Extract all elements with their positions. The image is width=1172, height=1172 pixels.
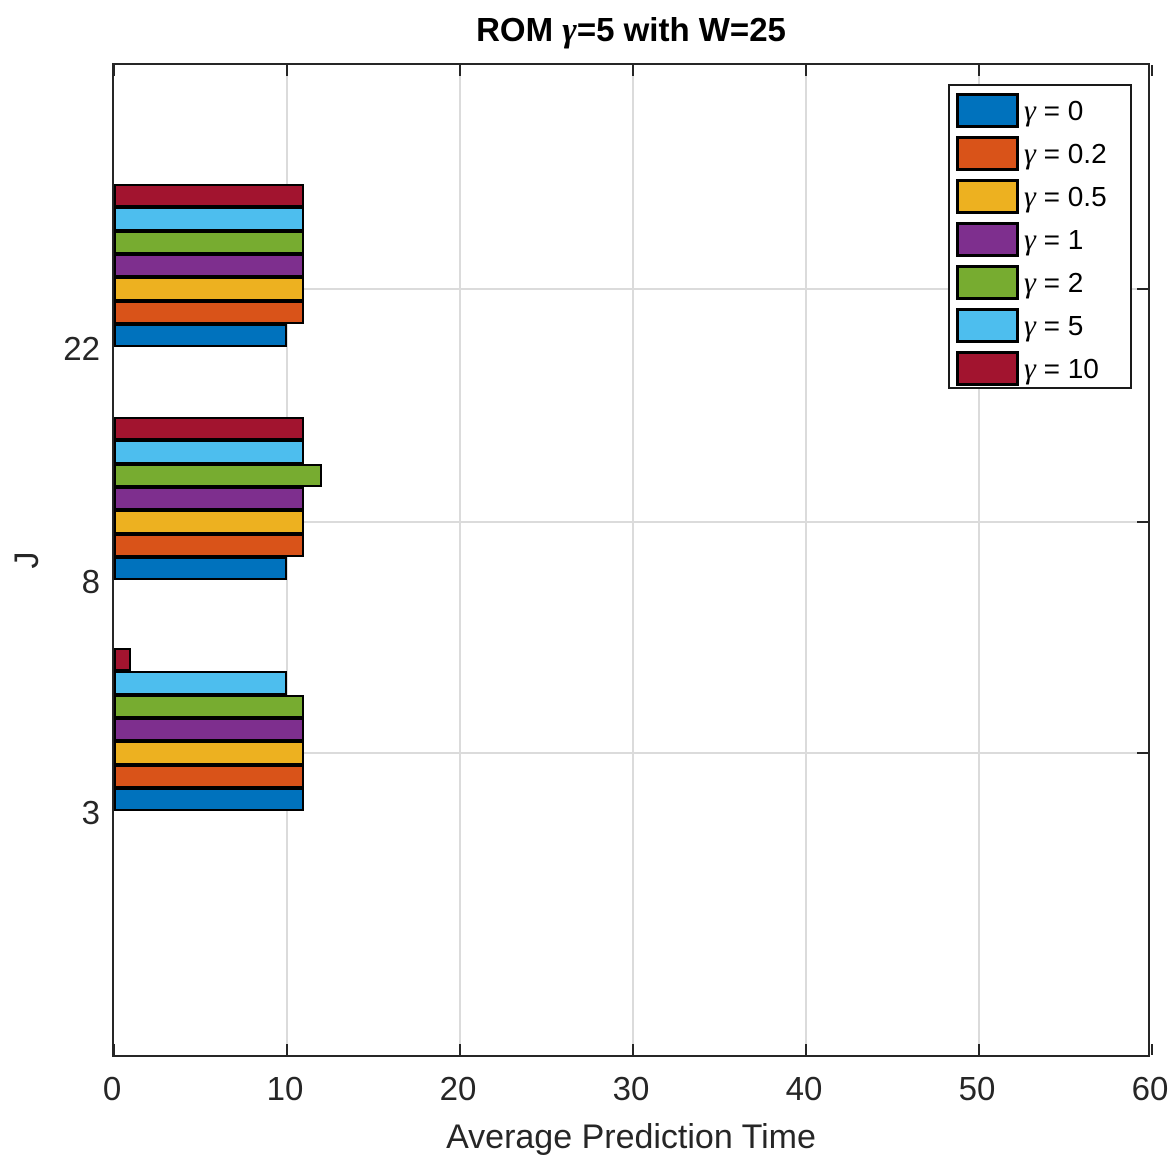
legend-label-text: = 2 — [1035, 266, 1084, 298]
gamma-symbol: γ — [1024, 93, 1036, 127]
legend-label-text: = 0 — [1035, 94, 1084, 126]
gamma-symbol: γ — [562, 10, 577, 49]
legend-item-0: γ = 0 — [950, 89, 1130, 132]
bar-γ=1-J3 — [114, 718, 305, 742]
legend-label: γ = 0 — [1024, 94, 1083, 128]
x-gridline — [805, 65, 807, 1055]
legend-swatch — [956, 136, 1019, 171]
x-tick-label: 10 — [266, 1070, 304, 1107]
y-gridline — [114, 752, 1148, 754]
bar-γ=0.5-J22 — [114, 277, 305, 301]
y-tick-label: 3 — [81, 794, 100, 831]
chart-title-text: =5 with W=25 — [576, 11, 786, 48]
x-gridline — [459, 65, 461, 1055]
bar-γ=0.2-J22 — [114, 300, 305, 324]
legend-label: γ = 5 — [1024, 309, 1083, 343]
legend-item-5: γ = 5 — [950, 304, 1130, 347]
legend-item-3: γ = 1 — [950, 218, 1130, 261]
chart-title-text: ROM — [476, 11, 563, 48]
legend-label-text: = 0.2 — [1035, 137, 1107, 169]
legend-label: γ = 0.2 — [1024, 137, 1107, 171]
legend-swatch — [956, 93, 1019, 128]
x-tick-mark — [804, 65, 808, 76]
legend-swatch — [956, 179, 1019, 214]
bar-γ=2-J3 — [114, 694, 305, 719]
x-tick-mark — [977, 65, 981, 76]
bar-γ=1-J8 — [114, 487, 305, 511]
legend-item-4: γ = 2 — [950, 261, 1130, 304]
x-tick-label: 20 — [439, 1070, 477, 1107]
bar-γ=10-J8 — [114, 417, 305, 441]
y-tick-label: 8 — [81, 563, 100, 600]
bar-γ=5-J22 — [114, 207, 305, 231]
bar-γ=5-J3 — [114, 671, 287, 695]
y-tick-mark — [1137, 751, 1148, 755]
bar-γ=0-J22 — [114, 323, 287, 348]
legend-swatch — [956, 222, 1019, 257]
x-tick-label: 40 — [785, 1070, 823, 1107]
bar-γ=0-J3 — [114, 787, 305, 812]
gamma-symbol: γ — [1024, 222, 1036, 256]
x-tick-mark — [977, 1044, 981, 1055]
bar-γ=1-J22 — [114, 254, 305, 278]
x-tick-mark — [458, 1044, 462, 1055]
bar-γ=0-J8 — [114, 556, 287, 581]
legend-label-text: = 10 — [1035, 352, 1099, 384]
bar-γ=0.2-J8 — [114, 533, 305, 557]
gamma-symbol: γ — [1024, 308, 1036, 342]
y-gridline — [114, 288, 1148, 290]
x-tick-label: 30 — [612, 1070, 650, 1107]
legend-label: γ = 10 — [1024, 352, 1099, 386]
x-gridline — [632, 65, 634, 1055]
chart-title: ROM γ=5 with W=25 — [112, 10, 1150, 50]
x-tick-mark — [285, 1044, 289, 1055]
x-tick-mark — [112, 65, 116, 76]
y-gridline — [114, 521, 1148, 523]
legend-label: γ = 0.5 — [1024, 180, 1107, 214]
bar-γ=2-J22 — [114, 230, 305, 255]
x-axis-label: Average Prediction Time — [446, 1118, 816, 1156]
bar-γ=0.2-J3 — [114, 764, 305, 788]
legend-item-1: γ = 0.2 — [950, 132, 1130, 175]
x-tick-mark — [1150, 65, 1154, 76]
bar-γ=0.5-J3 — [114, 741, 305, 765]
y-tick-mark — [1137, 520, 1148, 524]
x-tick-mark — [631, 1044, 635, 1055]
bar-γ=2-J8 — [114, 463, 322, 488]
legend-swatch — [956, 308, 1019, 343]
gamma-symbol: γ — [1024, 351, 1036, 385]
legend-label-text: = 1 — [1035, 223, 1084, 255]
legend-label-text: = 0.5 — [1035, 180, 1107, 212]
gamma-symbol: γ — [1024, 179, 1036, 213]
x-tick-mark — [458, 65, 462, 76]
legend-item-2: γ = 0.5 — [950, 175, 1130, 218]
bar-γ=10-J3 — [114, 648, 132, 672]
y-tick-label: 22 — [63, 330, 100, 367]
x-tick-mark — [112, 1044, 116, 1055]
y-tick-mark — [1137, 287, 1148, 291]
bar-γ=5-J8 — [114, 440, 305, 464]
gamma-symbol: γ — [1024, 136, 1036, 170]
legend-label: γ = 2 — [1024, 266, 1083, 300]
legend-item-6: γ = 10 — [950, 347, 1130, 390]
x-tick-mark — [1150, 1044, 1154, 1055]
gamma-symbol: γ — [1024, 265, 1036, 299]
x-tick-label: 0 — [102, 1070, 122, 1107]
legend-swatch — [956, 265, 1019, 300]
x-tick-mark — [631, 65, 635, 76]
legend-label: γ = 1 — [1024, 223, 1083, 257]
bar-γ=10-J22 — [114, 184, 305, 208]
x-gridline — [978, 65, 980, 1055]
legend-label-text: = 5 — [1035, 309, 1084, 341]
bar-γ=0.5-J8 — [114, 510, 305, 534]
x-tick-label: 60 — [1131, 1070, 1169, 1107]
x-tick-mark — [285, 65, 289, 76]
legend-swatch — [956, 351, 1019, 386]
x-tick-mark — [804, 1044, 808, 1055]
x-tick-label: 50 — [958, 1070, 996, 1107]
